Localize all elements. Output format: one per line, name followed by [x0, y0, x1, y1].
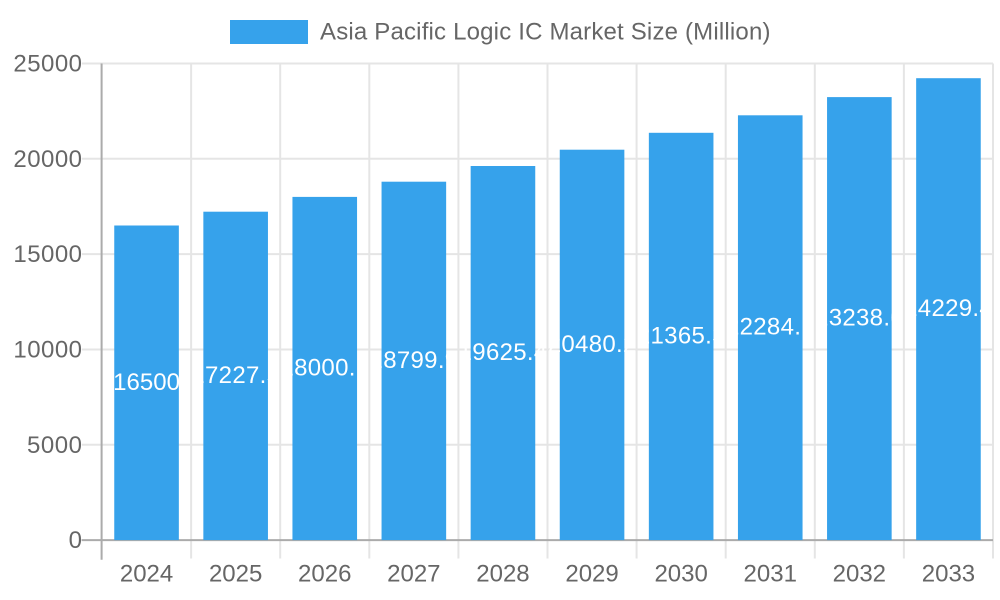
svg-text:20000: 20000: [13, 146, 82, 173]
svg-text:24229.4: 24229.4: [904, 295, 993, 322]
svg-text:Asia Pacific Logic IC Market S: Asia Pacific Logic IC Market Size (Milli…: [320, 19, 771, 46]
svg-text:2029: 2029: [565, 561, 618, 588]
svg-text:15000: 15000: [13, 241, 82, 268]
svg-text:18000.1: 18000.1: [280, 355, 369, 382]
svg-text:2024: 2024: [120, 561, 173, 588]
svg-text:2032: 2032: [833, 561, 886, 588]
svg-text:2030: 2030: [654, 561, 707, 588]
svg-text:2027: 2027: [387, 561, 440, 588]
svg-text:18799.9: 18799.9: [370, 347, 459, 374]
svg-text:19625.4: 19625.4: [459, 339, 548, 366]
svg-text:2031: 2031: [744, 561, 797, 588]
svg-text:2026: 2026: [298, 561, 351, 588]
svg-text:5000: 5000: [27, 432, 82, 459]
svg-text:0: 0: [69, 527, 82, 554]
svg-text:25000: 25000: [13, 51, 82, 78]
svg-text:17227.5: 17227.5: [191, 362, 280, 389]
svg-text:21365.3: 21365.3: [637, 323, 726, 350]
svg-text:2025: 2025: [209, 561, 262, 588]
svg-text:10000: 10000: [13, 337, 82, 364]
svg-text:20480.2: 20480.2: [548, 331, 637, 358]
svg-text:2028: 2028: [476, 561, 529, 588]
svg-text:2033: 2033: [922, 561, 975, 588]
svg-text:23238.6: 23238.6: [815, 305, 904, 332]
svg-text:16500: 16500: [113, 369, 180, 396]
svg-text:22284.1: 22284.1: [726, 314, 815, 341]
